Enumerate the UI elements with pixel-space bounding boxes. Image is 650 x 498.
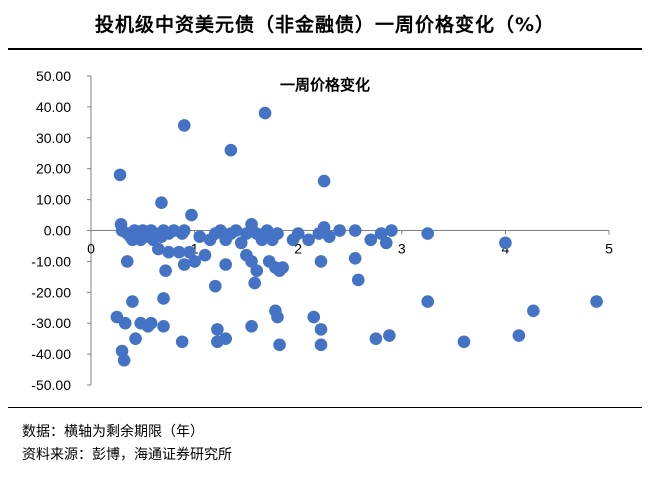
data-point — [291, 227, 305, 240]
x-tick-label: 5 — [605, 241, 613, 257]
data-point — [183, 245, 196, 259]
data-point — [188, 255, 201, 268]
data-point — [260, 224, 274, 237]
data-point — [177, 119, 191, 132]
data-point — [590, 295, 603, 308]
data-point — [273, 338, 286, 352]
y-tick-label: -50.00 — [31, 377, 71, 393]
scatter-chart: 一周价格变化 50.00 40.00 30.00 20.00 10.00 0.00 -10.… — [31, 68, 613, 393]
data-point — [129, 332, 142, 345]
x-tick-label: 0 — [87, 241, 95, 257]
data-point — [152, 242, 165, 256]
data-point — [499, 236, 512, 250]
data-point — [159, 264, 172, 277]
page-title: 投机级中资美元债（非金融债）一周价格变化（%） — [94, 14, 556, 36]
data-point — [198, 248, 212, 262]
data-point — [224, 143, 238, 157]
data-point — [245, 255, 258, 268]
data-point — [333, 224, 346, 237]
data-point — [229, 224, 243, 237]
title-divider — [8, 48, 642, 50]
data-point — [314, 255, 328, 268]
y-tick-label: -40.00 — [31, 346, 71, 362]
data-point — [209, 279, 222, 293]
data-point — [214, 224, 227, 237]
source-note: 资料来源：彭博，海通证券研究所 — [22, 447, 232, 463]
data-point — [385, 224, 398, 237]
data-point — [245, 319, 258, 333]
y-tick-label: 10.00 — [36, 192, 71, 208]
data-point — [240, 227, 253, 240]
data-point — [317, 221, 331, 234]
y-tick-label: 40.00 — [36, 99, 71, 115]
data-point — [379, 236, 393, 250]
data-point — [250, 264, 264, 277]
data-point — [374, 227, 388, 240]
data-point — [144, 316, 158, 330]
data-point — [162, 245, 175, 259]
x-tick-label: 2 — [294, 241, 302, 257]
data-point — [120, 255, 134, 268]
data-point — [234, 236, 248, 250]
y-tick-label: -20.00 — [31, 284, 71, 300]
data-point — [255, 233, 269, 247]
data-point — [314, 338, 328, 352]
y-tick-label: 20.00 — [36, 161, 71, 177]
y-tick-label: -30.00 — [31, 315, 71, 331]
data-point — [457, 335, 471, 349]
data-point — [248, 276, 261, 290]
data-point — [118, 316, 132, 330]
x-tick-label: 3 — [398, 241, 406, 257]
data-point — [421, 227, 435, 240]
data-point — [348, 252, 362, 265]
data-points — [110, 106, 603, 367]
y-tick-label: 50.00 — [36, 68, 71, 84]
data-point — [351, 273, 365, 287]
data-point — [177, 258, 191, 271]
data-point — [175, 335, 189, 349]
chart-title: 一周价格变化 — [280, 76, 370, 94]
data-point — [421, 295, 435, 308]
data-point — [157, 319, 170, 333]
data-point — [271, 310, 284, 324]
data-point — [322, 230, 336, 243]
data-point — [117, 353, 131, 367]
y-tick-label: 0.00 — [44, 223, 71, 239]
data-point — [113, 168, 127, 182]
data-point — [172, 245, 186, 259]
data-point — [245, 218, 258, 231]
data-point — [258, 106, 272, 120]
data-point — [383, 329, 396, 342]
x-tick-label: 1 — [191, 241, 199, 257]
data-point — [271, 227, 284, 240]
y-tick-label: 30.00 — [36, 130, 71, 146]
data-point — [314, 323, 328, 336]
data-point — [273, 264, 286, 277]
data-point — [126, 295, 139, 308]
data-point — [307, 310, 321, 324]
data-point — [364, 233, 378, 247]
data-point — [177, 224, 191, 237]
data-point — [185, 208, 198, 222]
data-point — [348, 224, 362, 237]
data-note: 数据：横轴为剩余期限（年） — [22, 424, 204, 440]
data-point — [512, 329, 526, 342]
y-axis: 50.00 40.00 30.00 20.00 10.00 0.00 -10.00 -20.0… — [31, 68, 92, 393]
data-point — [219, 258, 232, 271]
data-point — [157, 292, 170, 305]
y-tick-label: -10.00 — [31, 253, 71, 269]
data-point — [211, 323, 224, 336]
data-point — [527, 304, 540, 318]
data-point — [211, 335, 224, 349]
data-point — [193, 230, 207, 243]
data-point — [369, 332, 383, 345]
data-point — [155, 196, 168, 209]
footer-divider — [8, 407, 642, 408]
data-point — [302, 233, 315, 247]
data-point — [317, 174, 331, 188]
